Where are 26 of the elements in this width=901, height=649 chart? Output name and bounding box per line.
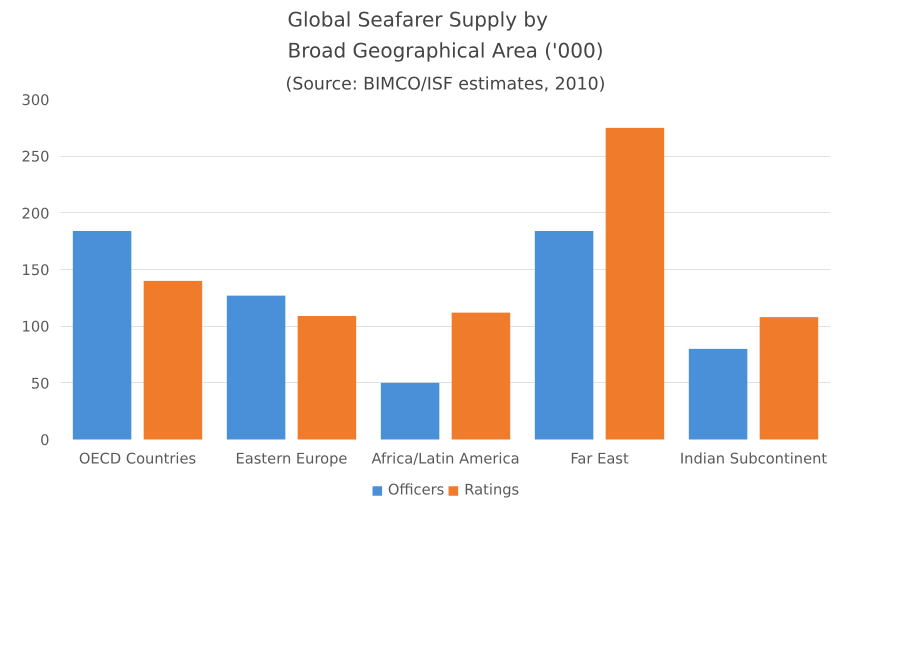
y-tick-label: 200 xyxy=(22,205,50,222)
y-tick-label: 50 xyxy=(30,375,50,392)
bar xyxy=(452,312,510,440)
bar xyxy=(380,382,440,440)
y-tick-label: 100 xyxy=(22,318,50,336)
bar xyxy=(688,348,748,440)
y-tick-label: 0 xyxy=(40,432,50,449)
x-tick-label: Africa/Latin America xyxy=(371,450,520,468)
y-tick-label: 150 xyxy=(22,262,50,279)
legend-label: Officers xyxy=(388,482,444,498)
x-tick-label: Indian Subcontinent xyxy=(680,450,828,468)
bar xyxy=(72,230,132,440)
legend-label: Ratings xyxy=(464,482,520,498)
chart-subtitle: (Source: BIMCO/ISF estimates, 2010) xyxy=(286,74,606,94)
y-tick-label: 300 xyxy=(22,92,50,109)
bar xyxy=(760,317,818,440)
bar xyxy=(144,280,202,440)
bar xyxy=(534,230,594,440)
x-tick-label: Far East xyxy=(570,450,629,468)
y-tick-label: 250 xyxy=(22,148,50,166)
bar xyxy=(606,128,664,440)
chart-title: Global Seafarer Supply by Broad Geographical Area ('000) xyxy=(287,7,604,62)
bar xyxy=(298,316,356,440)
bar xyxy=(226,296,286,440)
x-tick-label: OECD Countries xyxy=(78,450,196,468)
x-tick-label: Eastern Europe xyxy=(236,450,348,468)
